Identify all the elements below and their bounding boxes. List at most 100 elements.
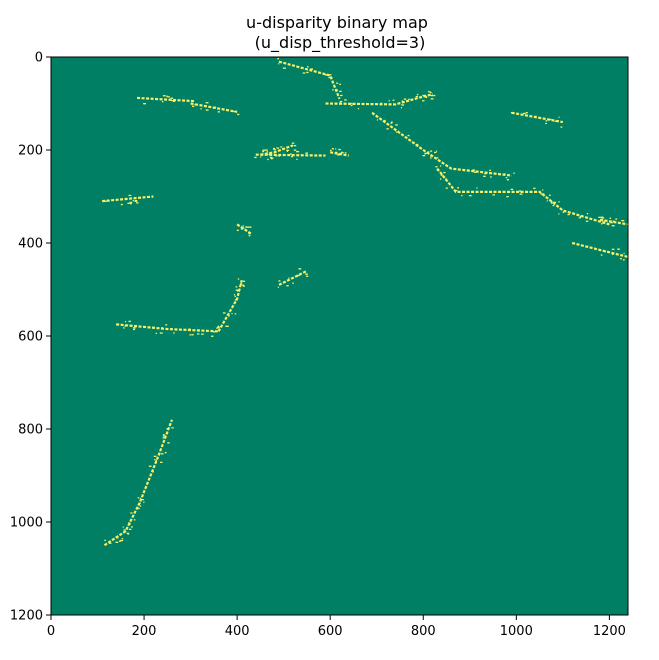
speckle [104, 539, 106, 541]
speckle [461, 194, 463, 197]
speckle [161, 101, 164, 103]
speckle [228, 315, 230, 317]
speckle [160, 453, 164, 455]
speckle [171, 100, 173, 102]
speckle [162, 95, 166, 97]
speckle [604, 251, 606, 253]
speckle [254, 156, 257, 159]
speckle [131, 526, 133, 528]
speckle [436, 169, 439, 172]
y-tick-label: 200 [18, 144, 43, 159]
speckle [286, 285, 289, 287]
speckle [234, 299, 238, 301]
x-tick-label: 600 [318, 624, 343, 639]
speckle [386, 128, 389, 130]
speckle [120, 203, 123, 206]
speckle [401, 100, 403, 102]
speckle [136, 202, 139, 204]
speckle [197, 333, 200, 335]
speckle [128, 522, 131, 524]
speckle [134, 200, 138, 202]
speckle [272, 147, 276, 150]
speckle [194, 104, 196, 106]
speckle [143, 501, 145, 503]
speckle [123, 529, 126, 531]
speckle [167, 96, 170, 98]
x-tick-label: 800 [411, 624, 436, 639]
speckle [611, 225, 615, 227]
speckle [128, 194, 132, 197]
speckle [242, 284, 245, 286]
y-tick-label: 1200 [10, 609, 43, 624]
speckle [380, 102, 383, 104]
speckle [130, 203, 132, 205]
y-axis: 0 200 400 600 800 1000 1200 [10, 51, 51, 624]
speckle [242, 280, 246, 282]
speckle [510, 112, 513, 114]
speckle [132, 199, 134, 202]
speckle [422, 94, 426, 97]
speckle [440, 165, 442, 167]
speckle [275, 155, 278, 157]
speckle [445, 178, 447, 180]
speckle [282, 148, 285, 150]
speckle [137, 497, 140, 499]
speckle [310, 69, 312, 71]
speckle [299, 274, 301, 276]
speckle [344, 152, 347, 154]
speckle [235, 289, 239, 291]
segment-mid-line-205 [330, 151, 349, 157]
speckle [338, 153, 340, 155]
speckle [388, 100, 390, 102]
speckle [273, 149, 276, 151]
speckle [558, 116, 560, 118]
speckle [562, 211, 565, 213]
speckle [205, 102, 209, 104]
speckle [238, 225, 240, 227]
speckle [245, 226, 249, 228]
speckle [165, 324, 168, 326]
speckle [329, 74, 332, 76]
segment-upper-left-short-line [137, 96, 196, 103]
speckle [484, 173, 487, 175]
speckle [138, 507, 140, 510]
speckle [335, 148, 337, 150]
speckle [267, 158, 269, 161]
speckle [117, 537, 119, 539]
speckle [236, 229, 239, 231]
speckle [262, 151, 264, 153]
speckle [155, 332, 157, 334]
speckle [293, 145, 297, 147]
speckle [201, 333, 204, 335]
speckle [579, 215, 583, 217]
speckle [216, 327, 218, 329]
speckle [600, 254, 603, 256]
speckle [293, 149, 297, 151]
y-tick-label: 400 [18, 237, 43, 252]
speckle [248, 233, 250, 235]
speckle [266, 151, 268, 153]
speckle [297, 274, 300, 277]
speckle [623, 252, 625, 255]
speckle [339, 101, 341, 104]
plot-area [50, 56, 630, 616]
segment-right-edge-top [511, 111, 564, 124]
speckle [205, 109, 209, 111]
speckle [233, 110, 236, 113]
speckle [191, 334, 194, 336]
speckle [390, 122, 393, 124]
speckle [277, 58, 279, 60]
speckle [430, 91, 432, 94]
speckle [337, 154, 340, 156]
speckle [298, 268, 302, 270]
speckle [166, 428, 168, 430]
speckle [133, 519, 136, 521]
speckle [424, 95, 426, 97]
speckle [474, 171, 477, 173]
speckle [416, 93, 419, 96]
speckle [248, 226, 252, 228]
speckle [339, 90, 342, 92]
speckle [339, 83, 341, 85]
speckle [143, 103, 145, 105]
